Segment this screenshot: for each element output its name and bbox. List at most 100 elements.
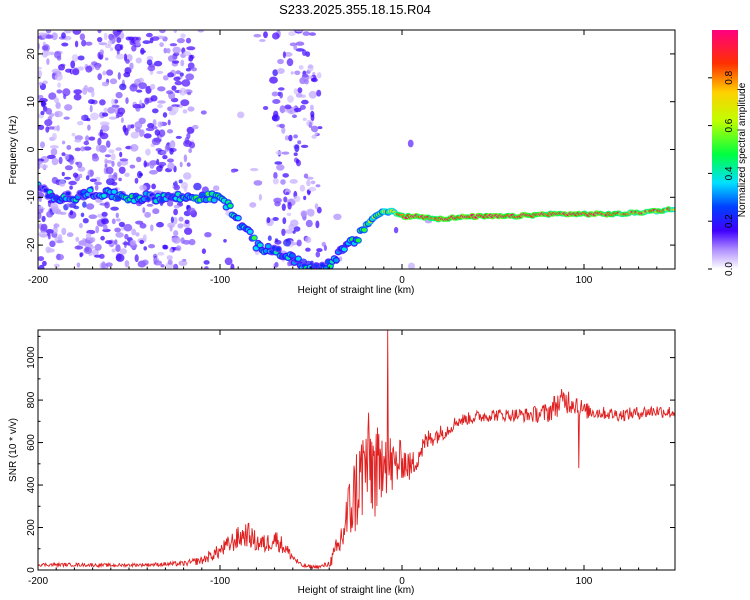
spectrogram-noise-blob [162,244,168,250]
spectrogram-noise-blob [188,54,194,62]
spectrogram-noise-blob [173,30,177,34]
spectrogram-noise-blob [180,59,185,67]
spectrogram-noise-blob [38,32,46,36]
spectrogram-noise-blob [250,168,259,172]
spectrogram-noise-blob [281,228,286,236]
spectrogram-noise-blob [82,218,89,224]
spectrogram-noise-blob [181,79,191,87]
spectrogram-noise-blob [272,69,279,77]
spectrogram-noise-blob [74,139,82,143]
spectrogram-noise-blob [183,172,192,180]
spectrogram-noise-blob [40,110,45,116]
spectrogram-noise-blob [179,87,187,96]
spectrogram-noise-blob [146,32,153,38]
spectrogram-noise-blob [94,181,102,186]
spectrogram-noise-blob [114,32,118,38]
spectrogram-noise-blob [83,84,88,91]
spectrogram-noise-blob [173,76,181,82]
spectrogram-xtick-label: -200 [28,275,48,286]
spectrogram-noise-blob [124,233,129,240]
spectrogram-noise-blob [115,244,121,253]
spectrogram-noise-blob [105,262,113,267]
spectrogram-noise-blob [287,261,291,267]
spectrogram-noise-blob [157,104,163,109]
spectrogram-noise-blob [253,33,262,38]
snr-xtick-label: 0 [399,576,405,587]
spectrogram-noise-blob [123,223,133,232]
spectrogram-noise-blob [201,248,206,254]
spectrogram-noise-blob [106,69,114,76]
spectrogram-noise-blob [141,259,149,266]
spectrogram-noise-blob [44,119,53,127]
spectrogram-noise-blob [143,246,147,251]
spectrogram-noise-blob [173,230,179,237]
spectrogram-noise-blob [150,95,158,102]
spectrogram-noise-blob [303,195,307,201]
spectrogram-noise-blob [407,139,414,148]
spectrogram-noise-blob [151,183,157,190]
spectrogram-noise-blob [283,196,288,203]
spectrogram-noise-blob [71,132,76,137]
spectrogram-ytick-label: 20 [26,48,37,60]
spectrogram-ridge-point [289,253,295,258]
spectrogram-noise-blob [183,51,191,56]
spectrogram-noise-blob [186,126,195,134]
spectrogram-noise-blob [149,83,156,90]
spectrogram-noise-blob [59,211,67,215]
spectrogram-noise-blob [123,72,131,78]
spectrogram-noise-blob [111,218,116,225]
spectrogram-noise-blob [77,55,85,61]
colorbar: 0.0 0.2 0.4 0.6 0.8 Normalized spectral ampl… [708,30,748,276]
spectrogram-noise-blob [180,99,190,107]
spectrogram-noise-blob [316,248,323,253]
spectrogram-noise-blob [109,78,118,85]
spectrogram-ridge-point [65,191,71,196]
spectrogram-noise-blob [305,236,312,244]
spectrogram-noise-blob [69,159,74,165]
spectrogram-noise-blob [157,86,166,92]
spectrogram-noise-blob [143,160,147,168]
spectrogram-noise-blob [90,237,96,243]
spectrogram-noise-blob [61,171,65,177]
spectrogram-noise-blob [156,221,164,228]
spectrogram-noise-blob [305,51,311,57]
spectrogram-noise-blob [105,140,111,148]
spectrogram-noise-blob [68,180,77,186]
spectrogram-noise-blob [156,70,164,75]
spectrogram-ylabel: Frequency (Hz) [8,116,19,185]
spectrogram-noise-blob [308,186,317,192]
spectrogram-noise-blob [61,140,66,145]
spectrogram-noise-blob [105,166,114,175]
spectrogram-noise-blob [293,195,301,203]
spectrogram-noise-blob [108,149,115,154]
spectrogram-noise-blob [312,72,316,75]
spectrogram-noise-blob [61,32,66,39]
spectrogram-noise-blob [278,87,285,91]
spectrogram-noise-blob [272,177,279,185]
spectrogram-noise-blob [138,82,147,90]
spectrogram-noise-blob [139,184,148,191]
spectrogram-noise-blob [293,134,298,139]
spectrogram-ridge-point [257,243,263,248]
spectrogram-noise-blob [124,260,130,268]
spectrogram-noise-blob [61,42,69,47]
spectrogram-noise-blob [178,179,183,184]
spectrogram-noise-blob [271,114,280,122]
spectrogram-noise-blob [169,147,174,155]
spectrogram-noise-blob [152,208,160,215]
spectrogram-noise-blob [167,162,175,170]
spectrogram-noise-blob [103,32,108,41]
spectrogram-noise-blob [299,184,306,192]
spectrogram-noise-blob [85,175,90,181]
spectrogram-noise-blob [110,206,119,211]
spectrogram-noise-blob [169,72,174,77]
spectrogram-noise-blob [146,55,154,62]
spectrogram-noise-blob [310,125,319,132]
spectrogram-ridge-point [111,189,117,194]
spectrogram-noise-blob [62,88,71,97]
figure-title: S233.2025.355.18.15.R04 [279,2,431,17]
snr-frame [37,329,676,571]
spectrogram-noise-blob [102,70,107,76]
